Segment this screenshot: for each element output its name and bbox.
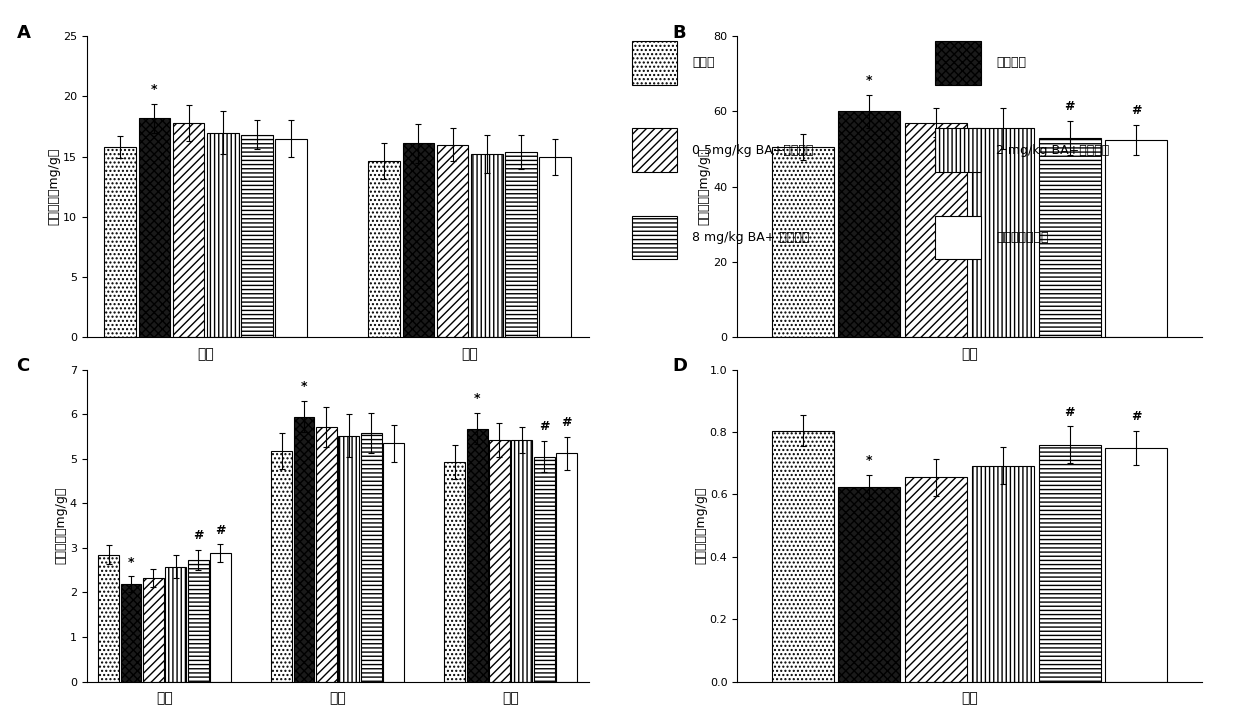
Text: #: # xyxy=(216,523,225,536)
Bar xyxy=(98,555,119,682)
Text: 对照组: 对照组 xyxy=(693,57,715,70)
Text: *: * xyxy=(128,555,134,568)
Text: A: A xyxy=(16,24,30,42)
Text: #: # xyxy=(1064,406,1074,419)
Text: 8 mg/kg BA+ 醋酸铅组: 8 mg/kg BA+ 醋酸铅组 xyxy=(693,231,810,244)
Bar xyxy=(316,427,337,682)
Bar xyxy=(120,584,141,682)
Bar xyxy=(539,157,571,337)
Text: 0.5mg/kg BA+醋酸铅组: 0.5mg/kg BA+醋酸铅组 xyxy=(693,144,814,157)
FancyBboxPatch shape xyxy=(935,215,981,260)
Text: B: B xyxy=(672,24,685,42)
Bar xyxy=(383,443,404,682)
Text: #: # xyxy=(539,420,549,434)
Bar xyxy=(188,560,208,682)
Y-axis label: 脏器指数（mg/g）: 脏器指数（mg/g） xyxy=(694,487,707,564)
FancyBboxPatch shape xyxy=(632,128,678,172)
Bar xyxy=(437,144,468,337)
Bar xyxy=(906,123,968,337)
Text: #: # xyxy=(1131,104,1141,117)
Bar xyxy=(512,440,533,682)
Text: C: C xyxy=(16,357,30,376)
Bar xyxy=(403,144,435,337)
Y-axis label: 脏器指数（mg/g）: 脏器指数（mg/g） xyxy=(698,148,711,225)
Bar xyxy=(971,465,1033,682)
Text: #: # xyxy=(1131,410,1141,423)
Bar xyxy=(445,463,465,682)
Text: 依地酸二钠钙组: 依地酸二钠钙组 xyxy=(996,231,1048,244)
Bar xyxy=(506,152,536,337)
Text: 醋酸铅组: 醋酸铅组 xyxy=(996,57,1026,70)
Text: *: * xyxy=(151,83,157,96)
Bar xyxy=(240,135,273,337)
Text: *: * xyxy=(866,74,872,87)
Bar xyxy=(142,578,164,682)
Bar xyxy=(294,416,315,682)
Bar xyxy=(271,451,292,682)
Text: #: # xyxy=(1064,100,1074,113)
Text: #: # xyxy=(193,529,203,542)
Bar xyxy=(275,138,307,337)
Bar xyxy=(556,453,577,682)
Bar xyxy=(361,433,382,682)
Bar xyxy=(906,477,968,682)
Bar xyxy=(207,133,238,337)
FancyBboxPatch shape xyxy=(632,215,678,260)
Bar xyxy=(772,431,834,682)
Bar xyxy=(471,154,503,337)
Text: 2 mg/kg BA+醋酸铅组: 2 mg/kg BA+醋酸铅组 xyxy=(996,144,1109,157)
Bar xyxy=(172,123,204,337)
Y-axis label: 脏器指数（mg/g）: 脏器指数（mg/g） xyxy=(47,148,61,225)
Bar xyxy=(139,118,170,337)
Y-axis label: 脏器指数（mg/g）: 脏器指数（mg/g） xyxy=(55,487,67,564)
Text: *: * xyxy=(473,392,481,405)
Bar xyxy=(165,567,186,682)
Bar xyxy=(211,553,230,681)
FancyBboxPatch shape xyxy=(935,41,981,85)
Bar xyxy=(839,112,901,337)
Bar xyxy=(467,428,487,682)
Text: *: * xyxy=(866,454,872,467)
FancyBboxPatch shape xyxy=(632,41,678,85)
Bar xyxy=(534,457,555,682)
Bar xyxy=(104,147,136,337)
Bar xyxy=(839,486,901,682)
Text: #: # xyxy=(561,415,572,428)
Bar xyxy=(489,440,510,682)
Bar xyxy=(1038,444,1100,682)
FancyBboxPatch shape xyxy=(935,128,981,172)
Bar xyxy=(971,128,1033,337)
Text: D: D xyxy=(672,357,688,376)
Bar xyxy=(772,147,834,337)
Text: *: * xyxy=(301,380,307,393)
Bar xyxy=(338,436,359,682)
Bar xyxy=(1105,448,1167,682)
Bar xyxy=(1038,138,1100,337)
Bar xyxy=(1105,140,1167,337)
Bar xyxy=(368,162,400,337)
